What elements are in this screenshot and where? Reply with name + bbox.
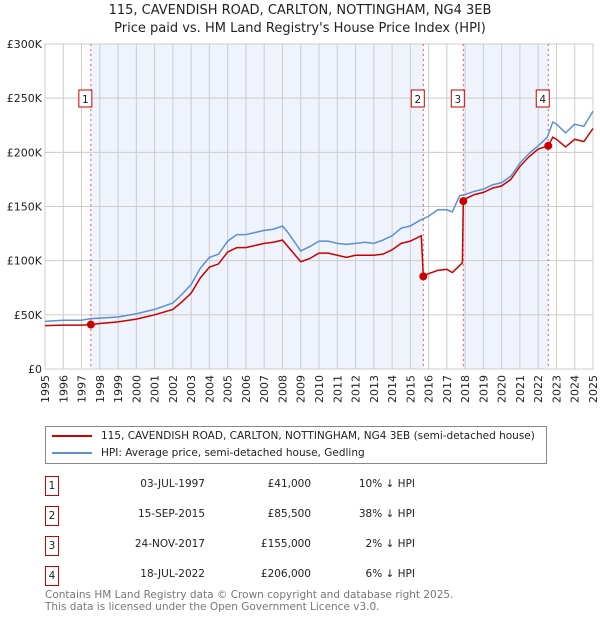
property-price-line bbox=[44, 128, 594, 327]
sales-table-row: 4 18-JUL-2022 £206,000 6% ↓ HPI bbox=[45, 566, 445, 586]
x-tick-label: 2014 bbox=[386, 375, 399, 403]
sale-date: 24-NOV-2017 bbox=[134, 538, 205, 550]
y-tick-label: £150K bbox=[7, 201, 43, 214]
sale-label-number: 1 bbox=[82, 94, 89, 106]
footer-line: This data is licensed under the Open Gov… bbox=[45, 601, 380, 613]
sale-number: 3 bbox=[45, 536, 59, 556]
sale-date: 18-JUL-2022 bbox=[140, 568, 205, 580]
sale-label-box bbox=[450, 89, 465, 108]
y-tick-label: £0 bbox=[28, 363, 42, 376]
x-tick-label: 2019 bbox=[477, 375, 490, 403]
sale-point bbox=[459, 197, 468, 206]
chart-title: 115, CAVENDISH ROAD, CARLTON, NOTTINGHAM… bbox=[108, 3, 492, 18]
y-tick-label: £50K bbox=[14, 309, 43, 322]
chart-subtitle: Price paid vs. HM Land Registry's House … bbox=[114, 21, 486, 36]
x-tick-label: 2015 bbox=[404, 375, 417, 403]
legend-label: 115, CAVENDISH ROAD, CARLTON, NOTTINGHAM… bbox=[101, 430, 535, 442]
plot-area: 1995 1996 1997 1998 1999 2000 2001 2002 2003 2004… bbox=[7, 38, 600, 403]
plot-border bbox=[44, 43, 594, 370]
sale-date: 03-JUL-1997 bbox=[140, 478, 205, 490]
sale-hpi-diff: 6% ↓ HPI bbox=[365, 568, 415, 580]
x-tick-label: 2007 bbox=[258, 375, 271, 403]
x-tick-label: 2003 bbox=[185, 375, 198, 403]
hpi-line bbox=[44, 110, 594, 323]
sale-number: 1 bbox=[45, 476, 59, 496]
sales-table-row: 3 24-NOV-2017 £155,000 2% ↓ HPI bbox=[45, 536, 445, 556]
x-tick-label: 1996 bbox=[57, 375, 70, 403]
sale-point bbox=[419, 272, 428, 281]
x-tick-label: 2008 bbox=[276, 375, 289, 403]
sale-price: £206,000 bbox=[260, 568, 311, 580]
sale-number: 4 bbox=[45, 566, 59, 586]
legend-item-hpi: HPI: Average price, semi-detached house,… bbox=[52, 447, 365, 459]
x-tick-label: 2001 bbox=[149, 375, 162, 403]
x-tick-label: 1997 bbox=[76, 375, 89, 403]
x-tick-label: 2005 bbox=[222, 375, 235, 403]
y-tick-label: £100K bbox=[7, 255, 43, 268]
y-tick-label: £200K bbox=[7, 146, 43, 159]
x-tick-label: 2025 bbox=[587, 375, 600, 403]
x-tick-label: 2024 bbox=[569, 375, 582, 403]
x-tick-label: 2006 bbox=[240, 375, 253, 403]
legend-swatch-red bbox=[52, 435, 92, 437]
x-tick-label: 1995 bbox=[39, 375, 52, 403]
y-tick-label: £300K bbox=[7, 38, 43, 51]
x-tick-label: 2018 bbox=[459, 375, 472, 403]
x-tick-label: 2020 bbox=[496, 375, 509, 403]
footer-line: Contains HM Land Registry data © Crown c… bbox=[45, 589, 454, 601]
sales-table-row: 1 03-JUL-1997 £41,000 10% ↓ HPI bbox=[45, 476, 445, 496]
x-tick-label: 2021 bbox=[514, 375, 527, 403]
sale-date: 15-SEP-2015 bbox=[137, 508, 205, 520]
footer: Contains HM Land Registry data © Crown c… bbox=[45, 589, 453, 613]
x-tick-label: 2002 bbox=[167, 375, 180, 403]
sale-label-number: 4 bbox=[539, 94, 546, 106]
sale-label-box bbox=[410, 89, 425, 108]
x-tick-label: 2012 bbox=[350, 375, 363, 403]
x-tick-label: 2022 bbox=[532, 375, 545, 403]
sale-label-number: 3 bbox=[454, 94, 461, 106]
sale-hpi-diff: 10% ↓ HPI bbox=[358, 478, 415, 490]
sale-point bbox=[544, 141, 553, 150]
y-tick-label: £250K bbox=[7, 92, 43, 105]
legend-label: HPI: Average price, semi-detached house,… bbox=[101, 447, 365, 459]
x-tick-label: 2016 bbox=[423, 375, 436, 403]
x-tick-label: 2004 bbox=[203, 375, 216, 403]
x-tick-label: 2013 bbox=[368, 375, 381, 403]
sale-label-box bbox=[535, 89, 550, 108]
sale-label-box bbox=[78, 89, 93, 108]
x-tick-label: 2010 bbox=[313, 375, 326, 403]
x-tick-label: 2011 bbox=[331, 375, 344, 403]
sale-price: £41,000 bbox=[267, 478, 311, 490]
sale-price: £85,500 bbox=[267, 508, 311, 520]
sale-point bbox=[86, 320, 95, 329]
x-tick-label: 2023 bbox=[550, 375, 563, 403]
x-tick-label: 2000 bbox=[130, 375, 143, 403]
x-tick-label: 1998 bbox=[94, 375, 107, 403]
x-tick-label: 2009 bbox=[295, 375, 308, 403]
legend-item-property: 115, CAVENDISH ROAD, CARLTON, NOTTINGHAM… bbox=[52, 430, 535, 442]
sale-hpi-diff: 38% ↓ HPI bbox=[358, 508, 415, 520]
x-tick-label: 2017 bbox=[441, 375, 454, 403]
sales-table-row: 2 15-SEP-2015 £85,500 38% ↓ HPI bbox=[45, 506, 445, 526]
legend: 115, CAVENDISH ROAD, CARLTON, NOTTINGHAM… bbox=[45, 426, 547, 464]
sale-hpi-diff: 2% ↓ HPI bbox=[365, 538, 415, 550]
sale-number: 2 bbox=[45, 506, 59, 526]
legend-swatch-blue bbox=[52, 452, 92, 454]
sale-price: £155,000 bbox=[260, 538, 311, 550]
x-tick-label: 1999 bbox=[112, 375, 125, 403]
sale-label-number: 2 bbox=[414, 94, 421, 106]
